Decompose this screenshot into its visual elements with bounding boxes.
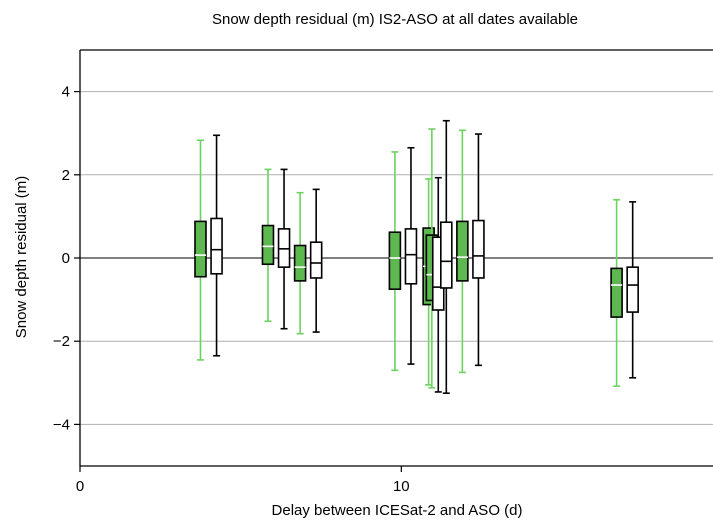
- y-tick-label: 2: [62, 167, 70, 184]
- box-outline: [626, 201, 639, 379]
- y-axis-label: Snow depth residual (m): [13, 176, 30, 339]
- y-tick-label: −4: [53, 416, 70, 433]
- box-iqr: [610, 267, 623, 318]
- box-iqr: [388, 231, 402, 290]
- box-iqr: [277, 228, 291, 268]
- box-iqr: [309, 241, 323, 279]
- box-outline: [277, 168, 291, 330]
- box-outline: [404, 146, 418, 365]
- box-iqr: [440, 221, 453, 289]
- x-tick-label: 0: [76, 478, 84, 495]
- box-filled: [293, 191, 307, 335]
- box-outline: [309, 188, 323, 333]
- x-tick-label: 10: [393, 478, 410, 495]
- y-ticks: −4 −2 0 2 4: [53, 84, 80, 433]
- box-iqr: [626, 266, 639, 313]
- box-iqr: [194, 220, 207, 278]
- box-filled: [388, 151, 402, 372]
- gridlines: [80, 91, 713, 425]
- x-axis-label: Delay between ICESat-2 and ASO (d): [272, 502, 523, 519]
- y-tick-label: 4: [62, 84, 70, 101]
- box-iqr: [210, 217, 223, 275]
- box-filled: [261, 168, 275, 323]
- box-filled: [610, 198, 623, 387]
- box-outline: [472, 133, 485, 367]
- box-outline: [210, 134, 223, 357]
- box-iqr: [456, 220, 469, 282]
- chart-title: Snow depth residual (m) IS2-ASO at all d…: [212, 11, 578, 28]
- box-groups: [194, 119, 639, 395]
- box-iqr: [293, 244, 307, 282]
- box-filled: [194, 139, 207, 361]
- x-ticks: 0 10: [76, 466, 410, 495]
- box-outline: [440, 119, 453, 395]
- box-filled: [456, 129, 469, 374]
- box-iqr: [472, 219, 485, 279]
- box-iqr: [404, 228, 418, 285]
- y-tick-label: 0: [62, 250, 70, 267]
- y-tick-label: −2: [53, 333, 70, 350]
- box-iqr: [261, 224, 275, 266]
